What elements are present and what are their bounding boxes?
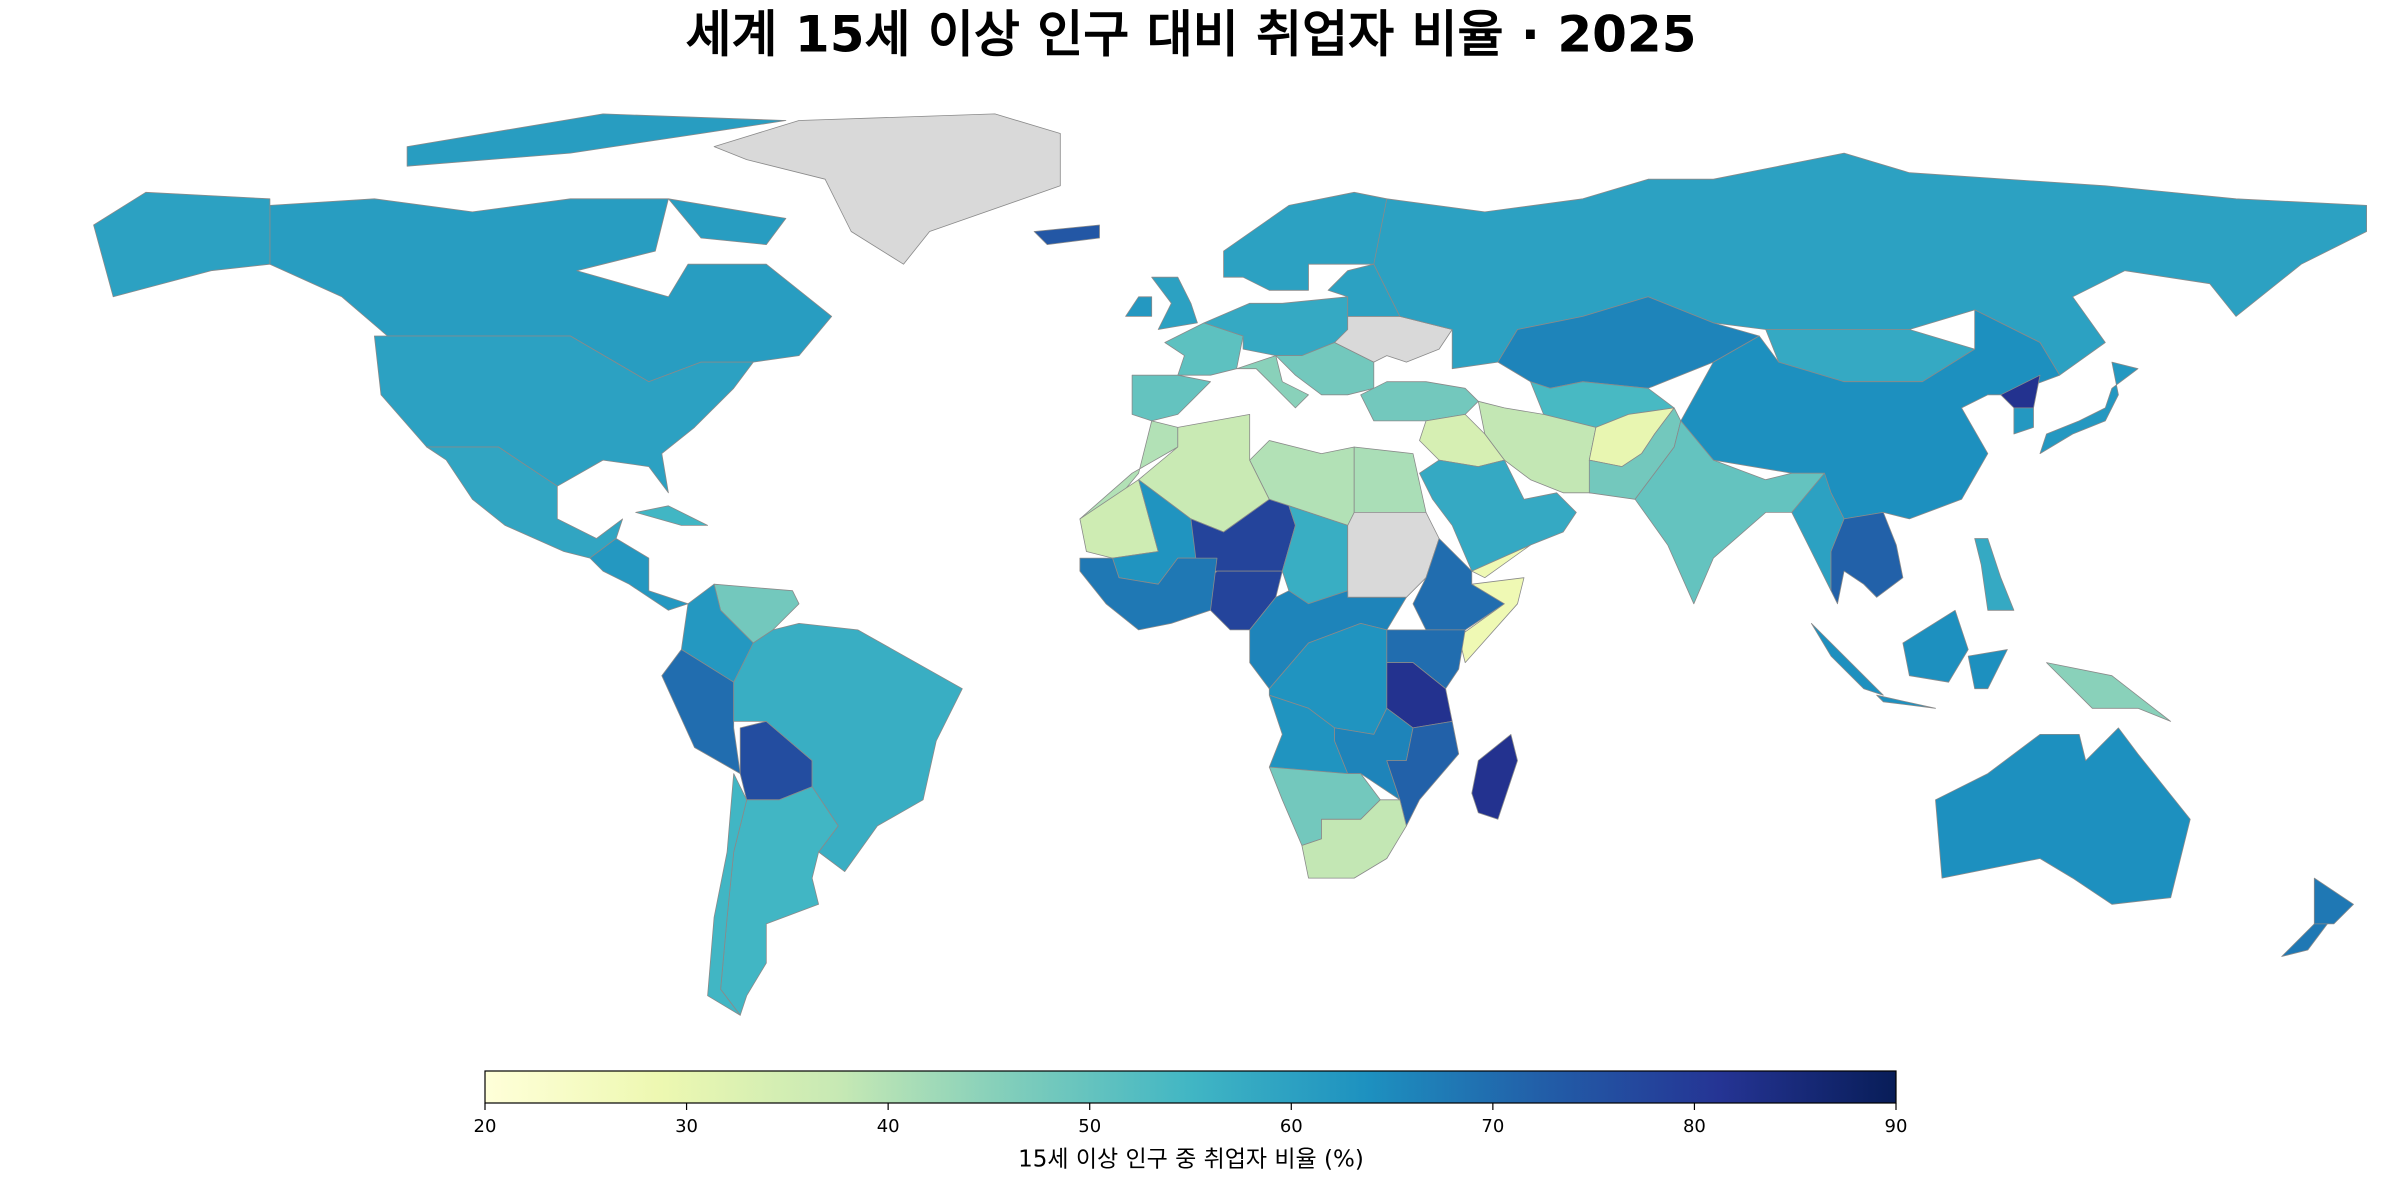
- region: [1131, 374, 1211, 422]
- colorbar-tick-label: 90: [1885, 1116, 1908, 1137]
- colorbar-tick-label: 20: [474, 1116, 497, 1137]
- colorbar-tick-label: 70: [1481, 1116, 1504, 1137]
- colorbar-gradient: [484, 1070, 1897, 1104]
- region: [661, 649, 741, 774]
- region: [1811, 623, 1884, 696]
- region: [1151, 276, 1198, 330]
- region: [1125, 296, 1153, 317]
- region: [1419, 459, 1577, 572]
- region: [1902, 609, 1969, 683]
- region: [589, 538, 689, 611]
- chart-title: 세계 15세 이상 인구 대비 취업자 비율 · 2025: [686, 6, 1697, 64]
- colorbar-label: 15세 이상 인구 중 취업자 비율 (%): [1018, 1147, 1364, 1173]
- region: [406, 113, 787, 167]
- no-data-region: [713, 113, 1061, 265]
- region: [2281, 923, 2328, 957]
- region: [93, 191, 271, 298]
- region: [1935, 727, 2191, 905]
- region: [1236, 355, 1309, 409]
- region: [1471, 544, 1531, 579]
- region: [1634, 420, 1825, 605]
- no-data-region: [1334, 316, 1453, 363]
- region: [1353, 446, 1427, 513]
- region: [1876, 694, 1936, 709]
- region: [1967, 649, 2008, 690]
- region: [707, 773, 748, 1016]
- region: [2313, 877, 2354, 925]
- region: [2039, 361, 2139, 454]
- colorbar: 20 30 40 50 60 70 80 90: [474, 1070, 1908, 1137]
- region: [1458, 577, 1525, 663]
- region: [635, 505, 708, 526]
- colorbar-tick-label: 50: [1078, 1116, 1101, 1137]
- map: [93, 113, 2367, 1016]
- region: [1830, 512, 1904, 605]
- region: [1301, 799, 1407, 879]
- region: [1033, 224, 1100, 245]
- region: [1974, 538, 2015, 611]
- colorbar-tick-label: 40: [877, 1116, 900, 1137]
- region: [2013, 407, 2034, 435]
- region: [668, 198, 787, 245]
- region: [1471, 734, 1518, 820]
- colorbar-tick-label: 30: [675, 1116, 698, 1137]
- colorbar-tick-label: 80: [1683, 1116, 1706, 1137]
- region: [2046, 662, 2172, 722]
- region: [1079, 557, 1218, 631]
- colorbar-tick-label: 60: [1280, 1116, 1303, 1137]
